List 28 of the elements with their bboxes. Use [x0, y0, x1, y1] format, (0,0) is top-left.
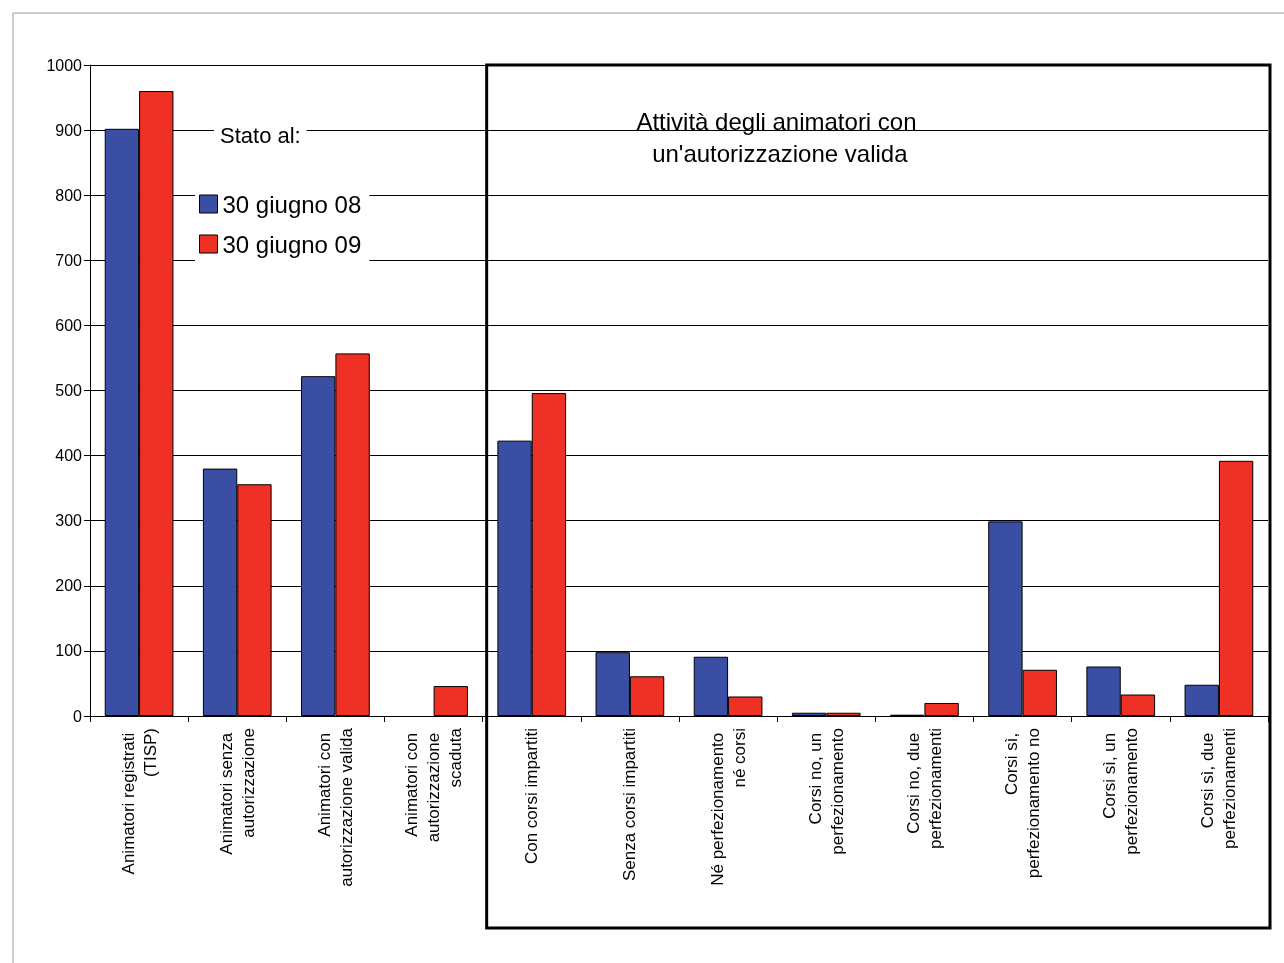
- bar: [433, 686, 468, 716]
- y-tick-label: 800: [55, 186, 83, 204]
- legend-title: Stato al:: [220, 122, 301, 148]
- x-tick-label: Corsi sì, due perfezionamenti: [1198, 728, 1240, 849]
- x-tick-label: Corsi no, un perfezionamento: [805, 728, 847, 855]
- x-tick-label: Animatori senza autorizzazione: [216, 728, 258, 855]
- y-tick-label: 200: [55, 577, 83, 595]
- x-tick-label: Animatori con autorizzazione valida: [314, 727, 356, 887]
- legend-label: 30 giugno 09: [222, 230, 362, 258]
- x-tick-label: Con corsi impartiti: [522, 728, 542, 865]
- x-tick-label: Corsi sì, perfezionamento no: [1002, 728, 1044, 879]
- legend-label: 30 giugno 08: [222, 190, 362, 218]
- y-tick-label: 700: [55, 251, 83, 269]
- y-tick-label: 500: [55, 382, 83, 399]
- y-tick-label: 1000: [46, 56, 83, 74]
- y-tick-label: 0: [73, 707, 83, 725]
- y-tick-label: 100: [55, 642, 83, 660]
- x-tick-label: Senza corsi impartiti: [620, 728, 640, 882]
- x-tick-label: Corsi no, due perfezionamenti: [903, 728, 945, 849]
- annotation: Attività degli animatori con un'autorizzazione valida: [636, 107, 924, 167]
- x-tick-label: Corsi sì, un perfezionamento: [1100, 728, 1142, 855]
- y-tick-label: 600: [55, 316, 83, 334]
- x-tick-label: Né perfezionamento né corsi: [707, 728, 749, 886]
- y-tick-label: 900: [55, 121, 83, 139]
- x-tick-label: Animatori registrati (TISP): [118, 728, 160, 875]
- x-tick-label: Animatori con autorizzazione scaduta: [402, 727, 466, 843]
- y-tick-label: 400: [55, 447, 83, 465]
- y-tick-label: 300: [55, 512, 83, 530]
